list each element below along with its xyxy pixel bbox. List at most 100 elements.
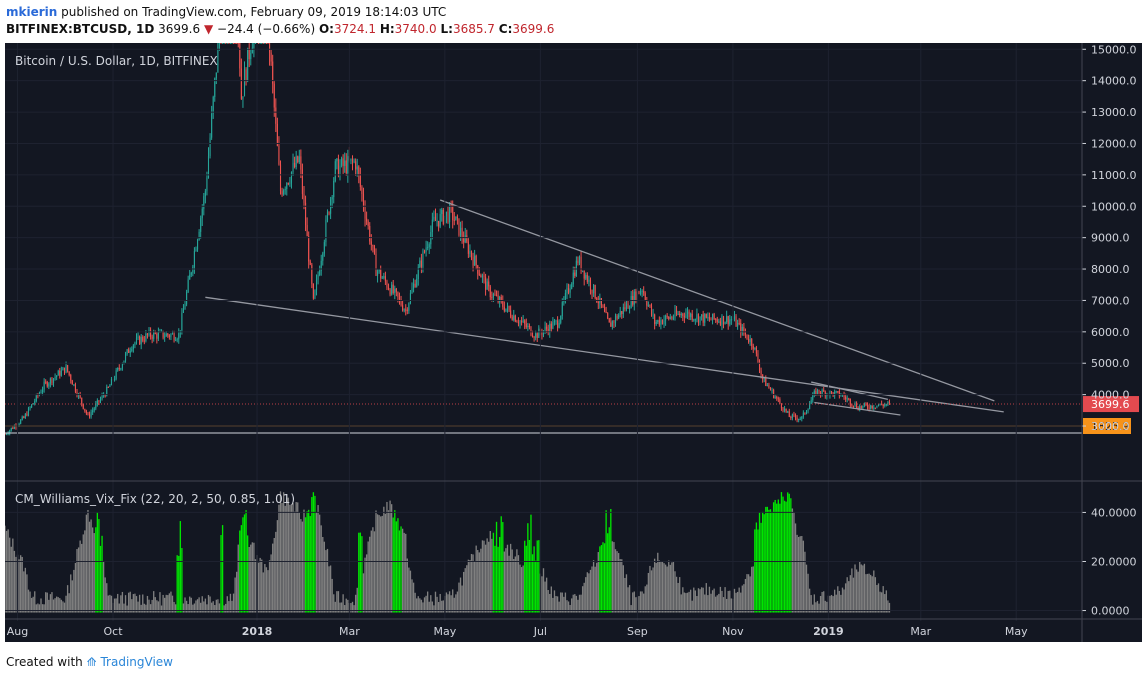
candle-body[interactable] bbox=[796, 417, 798, 420]
candle-body[interactable] bbox=[569, 288, 571, 293]
candle-body[interactable] bbox=[455, 216, 457, 221]
candle-body[interactable] bbox=[575, 260, 577, 276]
candle-body[interactable] bbox=[876, 405, 878, 408]
candle-body[interactable] bbox=[74, 384, 76, 392]
candle-body[interactable] bbox=[65, 365, 67, 373]
candle-body[interactable] bbox=[384, 276, 386, 282]
candle-body[interactable] bbox=[419, 260, 421, 268]
candle-body[interactable] bbox=[794, 415, 797, 418]
candle-body[interactable] bbox=[131, 349, 133, 351]
candle-body[interactable] bbox=[408, 303, 410, 311]
candle-body[interactable] bbox=[654, 314, 656, 324]
candle-body[interactable] bbox=[513, 315, 515, 320]
candle-body[interactable] bbox=[23, 416, 25, 418]
candle-body[interactable] bbox=[434, 216, 437, 221]
candle-body[interactable] bbox=[6, 433, 8, 435]
candle-body[interactable] bbox=[812, 394, 814, 401]
candle-body[interactable] bbox=[201, 208, 203, 219]
candle-body[interactable] bbox=[763, 377, 765, 380]
candle-body[interactable] bbox=[217, 43, 219, 73]
candle-body[interactable] bbox=[214, 78, 216, 97]
candle-body[interactable] bbox=[652, 314, 654, 316]
candle-body[interactable] bbox=[481, 275, 483, 278]
candle-body[interactable] bbox=[162, 330, 164, 338]
candle-body[interactable] bbox=[724, 322, 726, 325]
candle-body[interactable] bbox=[846, 398, 848, 400]
candle-body[interactable] bbox=[470, 251, 473, 258]
candle-body[interactable] bbox=[350, 158, 352, 161]
candle-body[interactable] bbox=[561, 302, 563, 317]
candle-body[interactable] bbox=[769, 387, 772, 391]
candle-body[interactable] bbox=[54, 376, 56, 379]
candle-body[interactable] bbox=[254, 43, 257, 44]
candle-body[interactable] bbox=[198, 231, 200, 240]
candle-body[interactable] bbox=[56, 375, 58, 377]
candle-body[interactable] bbox=[845, 396, 847, 400]
candle-body[interactable] bbox=[106, 386, 108, 396]
candle-body[interactable] bbox=[40, 392, 42, 394]
candle-body[interactable] bbox=[885, 404, 887, 406]
candle-body[interactable] bbox=[712, 313, 714, 320]
candle-body[interactable] bbox=[373, 246, 375, 254]
candle-body[interactable] bbox=[572, 272, 574, 285]
candle-body[interactable] bbox=[400, 299, 402, 306]
candle-body[interactable] bbox=[173, 333, 175, 341]
candle-body[interactable] bbox=[594, 285, 596, 299]
candle-body[interactable] bbox=[104, 395, 106, 397]
candle-body[interactable] bbox=[544, 326, 546, 331]
candle-body[interactable] bbox=[26, 414, 28, 416]
candle-body[interactable] bbox=[193, 251, 195, 267]
candle-body[interactable] bbox=[489, 286, 491, 298]
candle-body[interactable] bbox=[239, 43, 241, 69]
candle-body[interactable] bbox=[281, 191, 283, 195]
candle-body[interactable] bbox=[309, 261, 311, 265]
candle-body[interactable] bbox=[669, 317, 671, 319]
candle-body[interactable] bbox=[223, 43, 225, 44]
candle-body[interactable] bbox=[790, 417, 792, 419]
candle-body[interactable] bbox=[60, 370, 62, 376]
candle-body[interactable] bbox=[658, 320, 660, 325]
candle-body[interactable] bbox=[389, 289, 391, 295]
candle-body[interactable] bbox=[643, 290, 645, 294]
candle-body[interactable] bbox=[752, 345, 754, 349]
candle-body[interactable] bbox=[702, 314, 704, 323]
candle-body[interactable] bbox=[511, 316, 513, 320]
candle-body[interactable] bbox=[578, 256, 581, 264]
candle-body[interactable] bbox=[463, 237, 465, 243]
candle-body[interactable] bbox=[580, 256, 582, 271]
candle-body[interactable] bbox=[428, 244, 430, 248]
candle-body[interactable] bbox=[788, 411, 790, 418]
candle-body[interactable] bbox=[380, 269, 382, 279]
candle-body[interactable] bbox=[264, 43, 266, 44]
candle-body[interactable] bbox=[292, 162, 294, 173]
candle-body[interactable] bbox=[727, 316, 729, 325]
candle-body[interactable] bbox=[524, 320, 526, 324]
candle-body[interactable] bbox=[62, 367, 64, 371]
candle-body[interactable] bbox=[96, 400, 98, 404]
candle-body[interactable] bbox=[87, 413, 89, 415]
candle-body[interactable] bbox=[697, 314, 700, 323]
candle-body[interactable] bbox=[677, 313, 679, 315]
candle-body[interactable] bbox=[577, 260, 579, 264]
candle-body[interactable] bbox=[367, 221, 369, 226]
candle-body[interactable] bbox=[24, 414, 26, 418]
candle-body[interactable] bbox=[128, 349, 130, 353]
candle-body[interactable] bbox=[186, 292, 188, 305]
candle-body[interactable] bbox=[574, 272, 576, 276]
candle-body[interactable] bbox=[67, 365, 69, 372]
candle-body[interactable] bbox=[683, 316, 685, 318]
candle-body[interactable] bbox=[84, 408, 86, 411]
candle-body[interactable] bbox=[746, 334, 748, 340]
candle-body[interactable] bbox=[776, 396, 778, 399]
candle-body[interactable] bbox=[395, 288, 397, 292]
candle-body[interactable] bbox=[810, 400, 812, 405]
candle-body[interactable] bbox=[840, 395, 842, 397]
candle-body[interactable] bbox=[586, 275, 588, 282]
chart-frame[interactable]: 3699.6 1825.9 3000.0 4000.0 5000.0 6000.0 700… bbox=[4, 0, 1142, 642]
candle-body[interactable] bbox=[301, 169, 303, 194]
candle-body[interactable] bbox=[242, 96, 244, 99]
candle-body[interactable] bbox=[519, 321, 521, 324]
candle-body[interactable] bbox=[453, 220, 455, 222]
candle-body[interactable] bbox=[608, 318, 610, 323]
candle-body[interactable] bbox=[79, 394, 81, 398]
